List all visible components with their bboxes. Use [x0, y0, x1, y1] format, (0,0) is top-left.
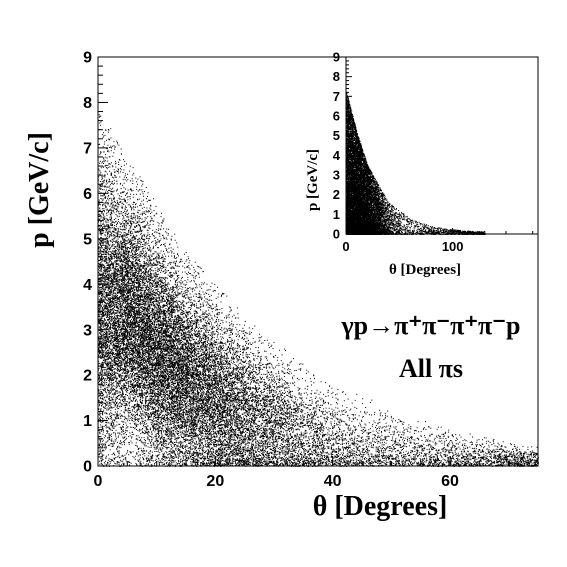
- main-y-tick-label: 0: [83, 459, 92, 476]
- main-y-tick-label: 9: [83, 50, 92, 67]
- inset-x-ticks: 0 100: [342, 228, 534, 254]
- inset-y-tick-label: 1: [333, 207, 340, 222]
- inset-y-tick-label: 0: [333, 227, 340, 242]
- inset-x-tick-label: 0: [342, 239, 349, 254]
- inset-y-tick-label: 3: [333, 168, 340, 183]
- main-y-tick-label: 7: [83, 140, 92, 157]
- reaction-annotation: γp→π⁺π⁻π⁺π⁻p: [341, 311, 521, 340]
- main-x-ticks: 0 20 40 60: [94, 456, 539, 490]
- inset-plot-frame: [345, 56, 539, 235]
- inset-y-tick-label: 6: [333, 109, 340, 124]
- inset-x-tick-label: 100: [442, 239, 464, 254]
- inset-y-tick-label: 8: [333, 69, 340, 84]
- inset-y-tick-label: 9: [333, 50, 340, 65]
- main-x-tick-label: 0: [94, 473, 103, 490]
- inset-y-axis-label: p [GeV/c]: [305, 149, 321, 211]
- main-y-tick-label: 5: [83, 231, 92, 248]
- main-scatter-points: [98, 114, 539, 468]
- inset-y-ticks: 0 1 2 3 4 5 6 7 8 9: [333, 50, 352, 242]
- inset-x-axis-label: θ [Degrees]: [389, 262, 461, 278]
- inset-plot: 0 1 2 3 4 5 6 7 8 9 0 100 θ [Degrees] p [GeV/c]: [305, 50, 539, 278]
- main-y-ticks: 0 1 2 3 4 5 6 7 8 9: [83, 50, 108, 476]
- inset-scatter-points: [346, 92, 486, 235]
- main-x-tick-label: 20: [206, 473, 224, 490]
- main-y-tick-label: 6: [83, 186, 92, 203]
- inset-scatter-series: [346, 92, 486, 235]
- main-y-axis-label: p [GeV/c]: [24, 132, 55, 248]
- main-y-tick-label: 2: [83, 368, 92, 385]
- inset-y-tick-label: 7: [333, 89, 340, 104]
- main-y-tick-label: 1: [83, 413, 92, 430]
- main-plot-frame: [97, 56, 539, 467]
- inset-y-tick-label: 4: [333, 148, 341, 163]
- selection-annotation: All πs: [399, 354, 463, 383]
- inset-y-tick-label: 2: [333, 187, 340, 202]
- main-x-tick-label: 60: [441, 473, 459, 490]
- main-y-tick-label: 4: [83, 277, 92, 294]
- main-x-axis-label: θ [Degrees]: [313, 491, 448, 522]
- main-y-tick-label: 8: [83, 95, 92, 112]
- main-y-tick-label: 3: [83, 322, 92, 339]
- main-x-tick-label: 40: [324, 473, 342, 490]
- main-scatter-series: [98, 114, 539, 468]
- inset-y-tick-label: 5: [333, 128, 340, 143]
